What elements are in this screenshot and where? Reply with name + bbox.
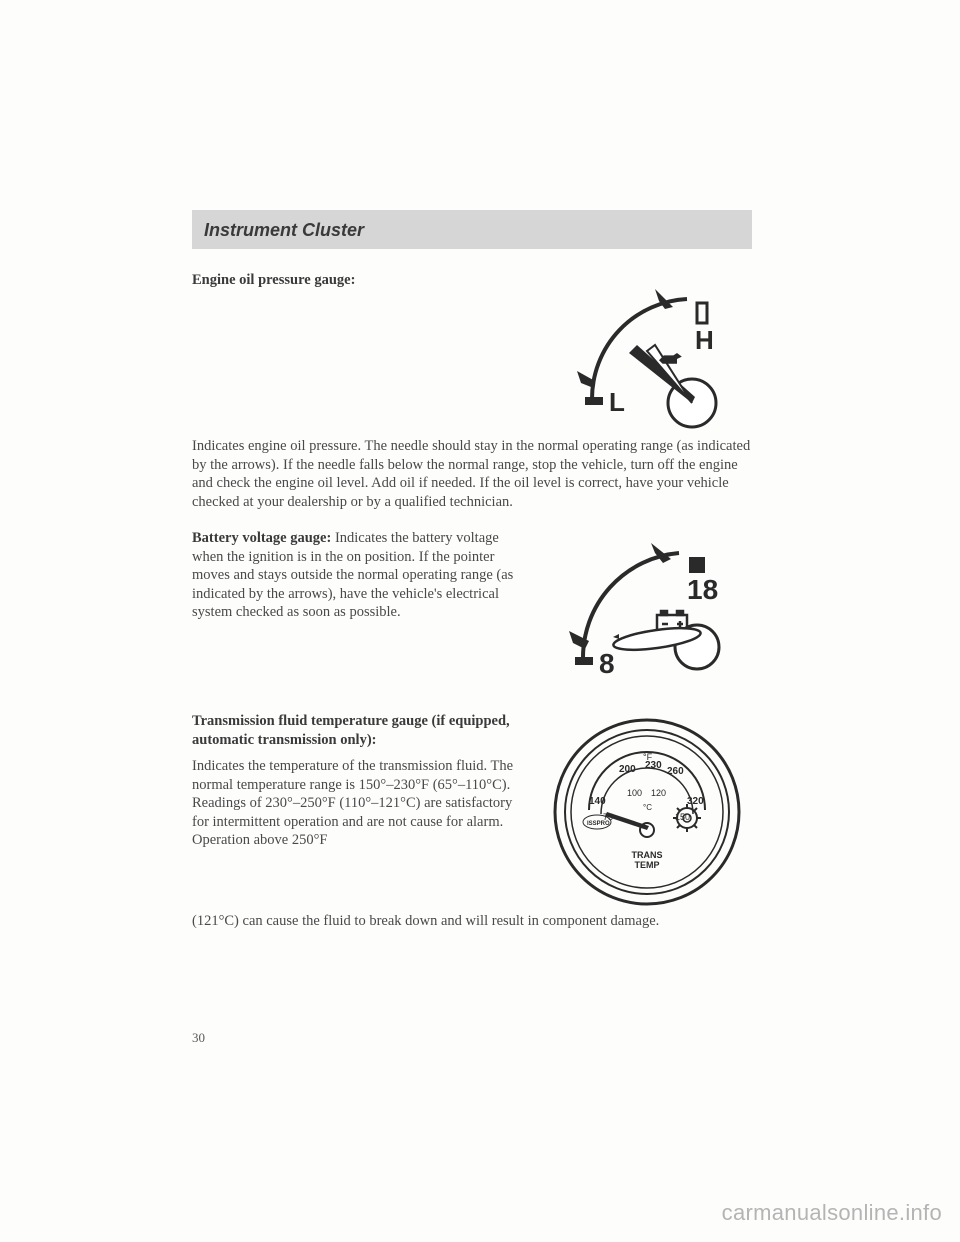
battery-gauge-icon: 8 18 bbox=[547, 529, 747, 694]
battery-low-label: 8 bbox=[599, 648, 615, 679]
oil-high-label: H bbox=[695, 325, 714, 355]
oil-gauge-figure: L H bbox=[542, 271, 752, 431]
trans-label: TRANS bbox=[632, 850, 663, 860]
oil-pressure-section: Engine oil pressure gauge: L H bbox=[192, 271, 752, 511]
oil-gauge-icon: L H bbox=[547, 271, 747, 431]
trans-heading: Transmission fluid temperature gauge (if… bbox=[192, 713, 510, 748]
f-tick-320: 320 bbox=[687, 796, 704, 807]
brand-label: ISSPRO bbox=[587, 821, 610, 827]
section-header-bar: Instrument Cluster bbox=[192, 210, 752, 249]
page-content: Instrument Cluster Engine oil pressure g… bbox=[192, 210, 752, 949]
trans-section: Transmission fluid temperature gauge (if… bbox=[192, 712, 752, 931]
trans-body-1: Indicates the temperature of the transmi… bbox=[192, 757, 526, 850]
section-title: Instrument Cluster bbox=[204, 220, 740, 241]
trans-gauge-icon: °F 140 200 230 260 320 °C 75 100 120 150… bbox=[547, 712, 747, 912]
oil-heading: Engine oil pressure gauge: bbox=[192, 272, 355, 288]
battery-section: Battery voltage gauge: Indicates the bat… bbox=[192, 529, 752, 694]
f-tick-200: 200 bbox=[619, 764, 636, 775]
c-tick-100: 100 bbox=[627, 788, 642, 798]
f-tick-230: 230 bbox=[645, 760, 662, 771]
trans-body-2: (121°C) can cause the fluid to break dow… bbox=[192, 912, 752, 931]
oil-low-label: L bbox=[609, 387, 625, 417]
oil-body-text: Indicates engine oil pressure. The needl… bbox=[192, 437, 752, 511]
f-tick-260: 260 bbox=[667, 766, 684, 777]
temp-label: TEMP bbox=[634, 860, 659, 870]
c-unit-label: °C bbox=[643, 803, 652, 812]
battery-heading: Battery voltage gauge: bbox=[192, 530, 335, 546]
f-tick-140: 140 bbox=[589, 796, 606, 807]
battery-gauge-figure: 8 18 bbox=[542, 529, 752, 694]
battery-high-label: 18 bbox=[687, 574, 718, 605]
watermark-text: carmanualsonline.info bbox=[722, 1200, 942, 1226]
trans-gauge-figure: °F 140 200 230 260 320 °C 75 100 120 150… bbox=[542, 712, 752, 912]
c-tick-120: 120 bbox=[651, 788, 666, 798]
page-number: 30 bbox=[192, 1030, 205, 1046]
